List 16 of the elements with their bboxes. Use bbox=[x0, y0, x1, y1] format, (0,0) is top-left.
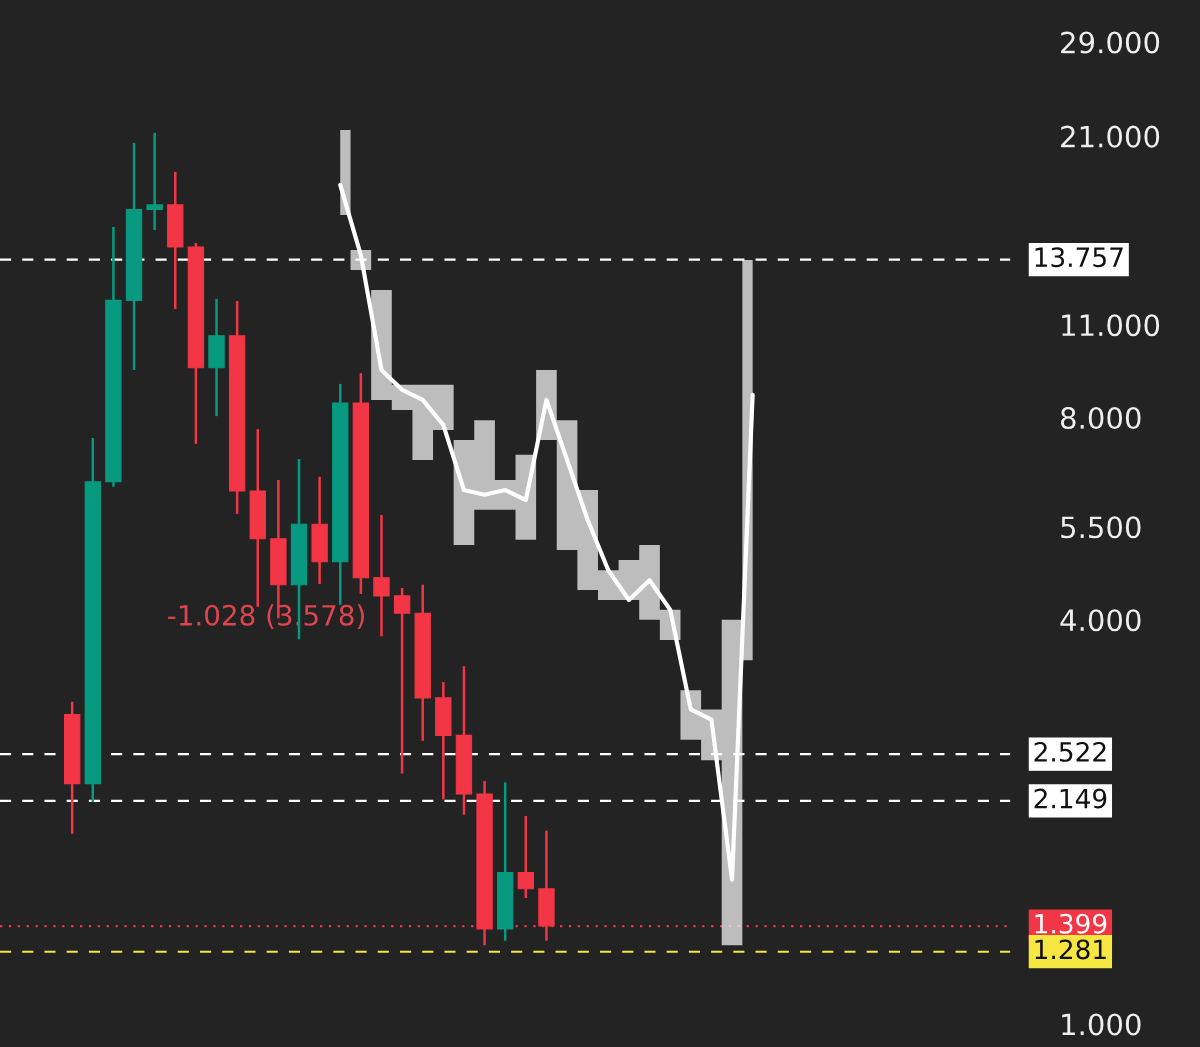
candlestick bbox=[393, 586, 411, 775]
candlestick bbox=[373, 513, 390, 638]
ref-line-label: 2.522 bbox=[1034, 741, 1106, 762]
y-tick-label: 11.000 bbox=[1062, 314, 1160, 337]
y-tick-label: 8.000 bbox=[1060, 407, 1141, 430]
y-tick-label: 21.000 bbox=[1061, 125, 1160, 148]
ref-line-label: 1.281 bbox=[1035, 939, 1106, 960]
y-tick-label: 1.000 bbox=[1062, 1013, 1141, 1036]
candlestick bbox=[146, 131, 163, 232]
candlestick bbox=[517, 814, 535, 900]
ref-line-label: 2.149 bbox=[1034, 788, 1107, 809]
ref-line-label: 1.399 bbox=[1035, 913, 1107, 934]
y-tick-label: 4.000 bbox=[1060, 609, 1141, 632]
ref-line-label: 13.757 bbox=[1035, 247, 1123, 268]
y-tick-label: 5.500 bbox=[1061, 516, 1141, 539]
y-tick-label: 29.000 bbox=[1061, 31, 1160, 54]
